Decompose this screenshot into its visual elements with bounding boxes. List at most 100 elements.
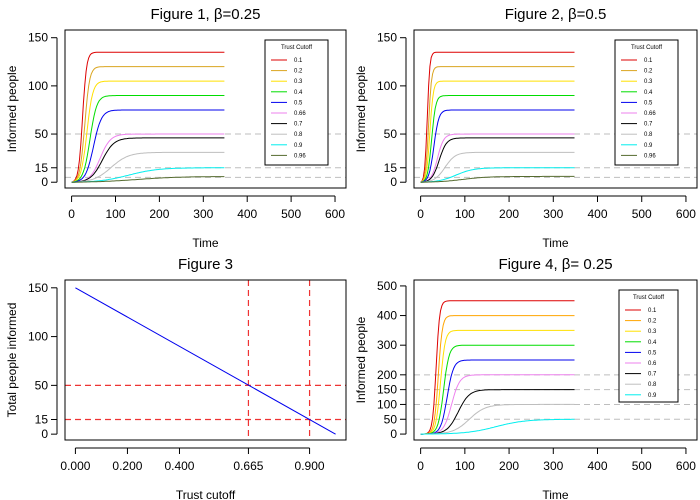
fig1-legend-label: 0.8 xyxy=(294,132,303,138)
fig4-y-tick-label: 0 xyxy=(390,427,397,441)
fig4-series-0.4 xyxy=(420,344,575,435)
fig4-series-0.5 xyxy=(420,359,575,435)
fig1-series-0.9 xyxy=(71,167,225,183)
fig3-x-tick-label: 0.000 xyxy=(60,459,90,473)
fig1-legend-title: Trust Cutoff xyxy=(281,45,312,51)
fig4-ylabel: Informed people xyxy=(354,316,368,403)
fig4-legend-label: 0.1 xyxy=(648,308,657,314)
fig2-legend-label: 0.5 xyxy=(644,100,653,106)
fig2-legend-label: 0.8 xyxy=(644,132,653,138)
fig2-y-tick-label: 100 xyxy=(377,79,397,93)
fig1-series-0.2 xyxy=(71,66,225,183)
fig1-legend: Trust Cutoff 0.1 0.2 0.3 0.4 0.5 0.66 0.7 0.8 0.9… xyxy=(264,39,329,166)
fig2-xlabel: Time xyxy=(542,236,569,250)
fig2-x-tick-label: 0 xyxy=(417,207,424,221)
fig1-series-0.7 xyxy=(71,137,225,183)
fig4-series-0.8 xyxy=(420,403,575,435)
fig2-legend-label: 0.9 xyxy=(644,143,653,149)
fig4-x-tick-label: 500 xyxy=(632,459,652,473)
fig2-series-0.9 xyxy=(420,167,575,183)
fig4-title: Figure 4, β= 0.25 xyxy=(498,256,612,273)
fig3-title: Figure 3 xyxy=(178,256,233,273)
fig4-series-0.2 xyxy=(420,315,575,435)
fig2-legend-label: 0.4 xyxy=(644,90,653,96)
fig2-series-0.8 xyxy=(420,151,575,183)
fig1-x-tick-label: 500 xyxy=(281,207,301,221)
fig2-series-0.66 xyxy=(420,133,575,183)
fig4-x-tick-label: 0 xyxy=(417,459,424,473)
fig1-x-tick-label: 600 xyxy=(325,207,345,221)
fig2-legend-label: 0.7 xyxy=(644,122,653,128)
fig2-y-tick-label: 150 xyxy=(377,31,397,45)
fig3-y-tick-label: 0 xyxy=(41,427,48,441)
fig1-legend-label: 0.96 xyxy=(294,153,306,159)
fig2-series-0.7 xyxy=(420,137,575,183)
fig3-x-tick-label: 0.665 xyxy=(233,459,263,473)
fig4-legend-title: Trust Cutoff xyxy=(633,295,664,301)
fig4-x-tick-label: 400 xyxy=(587,459,607,473)
fig2-series-0.4 xyxy=(420,95,575,183)
fig4-legend-label: 0.4 xyxy=(648,340,657,346)
fig1-title: Figure 1, β=0.25 xyxy=(151,6,261,23)
fig4-y-tick-label: 50 xyxy=(384,412,398,426)
fig2-legend: Trust Cutoff 0.1 0.2 0.3 0.4 0.5 0.66 0.7 0.8 0.9… xyxy=(614,39,679,166)
fig1-legend-label: 0.2 xyxy=(294,69,303,75)
fig3-x-tick-label: 0.900 xyxy=(295,459,325,473)
fig1-xlabel: Time xyxy=(192,236,219,250)
fig1-y-tick-label: 0 xyxy=(41,175,48,189)
fig1-x-tick-label: 400 xyxy=(237,207,257,221)
fig1-series-0.5 xyxy=(71,109,225,183)
fig1-plot-frame xyxy=(64,29,347,189)
fig1-ylabel: Informed people xyxy=(5,65,19,152)
fig4-series-0.9 xyxy=(420,418,575,435)
fig4-x-tick-label: 300 xyxy=(543,459,563,473)
fig3-plot-frame xyxy=(64,279,347,441)
fig3-x-tick-label: 0.200 xyxy=(112,459,142,473)
fig3-series-line xyxy=(75,287,336,435)
fig4-y-tick-label: 500 xyxy=(377,279,397,293)
fig3-y-tick-label: 100 xyxy=(28,330,48,344)
fig1-series-0.1 xyxy=(71,51,225,183)
fig4-legend: Trust Cutoff 0.1 0.2 0.3 0.4 0.5 0.6 0.7 0.8 0.9 xyxy=(618,289,679,403)
fig4-legend-label: 0.6 xyxy=(648,361,657,367)
fig2-legend-label: 0.66 xyxy=(644,111,656,117)
fig4-x-tick-label: 200 xyxy=(499,459,519,473)
fig2-legend-label: 0.3 xyxy=(644,79,653,85)
fig4-series-0.1 xyxy=(420,300,575,435)
fig4-y-tick-label: 100 xyxy=(377,397,397,411)
fig2-x-tick-label: 600 xyxy=(676,207,696,221)
fig1-series-0.66 xyxy=(71,133,225,183)
fig4-plot-frame xyxy=(413,279,698,441)
fig1-x-tick-label: 100 xyxy=(105,207,125,221)
fig4-series-0.7 xyxy=(420,389,575,435)
fig1-y-tick-label: 150 xyxy=(28,31,48,45)
fig1-legend-label: 0.5 xyxy=(294,100,303,106)
fig4-x-tick-label: 600 xyxy=(676,459,696,473)
fig1-x-tick-label: 200 xyxy=(149,207,169,221)
fig2-legend-label: 0.96 xyxy=(644,153,656,159)
fig2-x-tick-label: 300 xyxy=(543,207,563,221)
fig3-y-tick-label: 15 xyxy=(35,413,49,427)
fig1-legend-label: 0.9 xyxy=(294,143,303,149)
fig2-ylabel: Informed people xyxy=(354,65,368,152)
fig1-series-0.3 xyxy=(71,80,225,183)
fig4-legend-label: 0.9 xyxy=(648,393,657,399)
fig2-series-0.96 xyxy=(420,175,575,183)
fig4-legend-label: 0.5 xyxy=(648,350,657,356)
fig4-y-tick-label: 200 xyxy=(377,368,397,382)
fig4-x-tick-label: 100 xyxy=(455,459,475,473)
fig2-panel: Figure 2, β=0.50 100 200 300 400 500 600Time01… xyxy=(354,6,698,250)
fig2-y-tick-label: 15 xyxy=(384,161,398,175)
fig4-y-tick-label: 150 xyxy=(377,383,397,397)
fig3-ylabel: Total people informed xyxy=(5,303,19,418)
fig4-y-tick-label: 400 xyxy=(377,309,397,323)
fig1-series-0.8 xyxy=(71,151,225,183)
fig2-legend-label: 0.2 xyxy=(644,69,653,75)
fig2-plot-frame xyxy=(413,29,698,189)
fig2-x-tick-label: 500 xyxy=(632,207,652,221)
fig2-x-tick-label: 100 xyxy=(455,207,475,221)
fig2-y-tick-label: 0 xyxy=(390,175,397,189)
fig1-y-tick-label: 15 xyxy=(35,161,49,175)
fig4-y-tick-label: 300 xyxy=(377,338,397,352)
